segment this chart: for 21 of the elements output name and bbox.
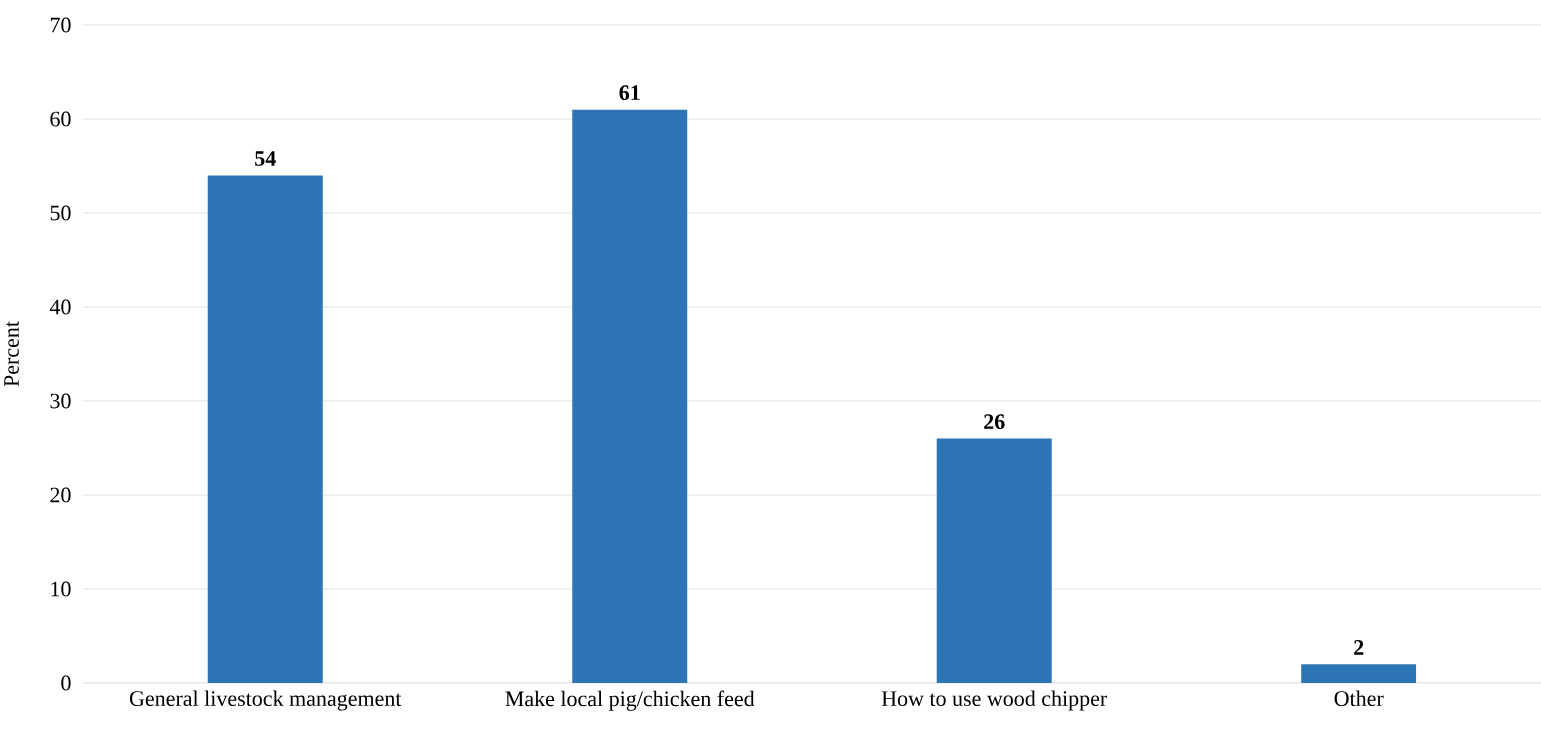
bar — [572, 109, 688, 683]
x-tick-label: Make local pig/chicken feed — [505, 690, 755, 711]
bar — [207, 175, 323, 683]
x-tick-label: How to use wood chipper — [881, 690, 1108, 711]
y-tick-label: 0 — [61, 675, 71, 691]
y-tick-label: 20 — [50, 487, 71, 503]
y-axis-title: Percent — [4, 321, 19, 387]
y-tick-label: 50 — [50, 205, 71, 221]
bar — [936, 438, 1052, 683]
y-tick-label: 70 — [50, 17, 71, 33]
x-tick-label: Other — [1334, 690, 1384, 707]
bar — [1301, 664, 1417, 683]
data-label: 26 — [984, 414, 1005, 430]
y-tick-label: 30 — [50, 393, 71, 409]
data-label: 2 — [1354, 640, 1364, 655]
y-tick-label: 40 — [49, 299, 71, 315]
y-tick-label: 10 — [51, 581, 71, 597]
x-tick-label: General livestock management — [129, 690, 402, 711]
data-label: 54 — [255, 151, 276, 166]
data-label: 61 — [619, 85, 640, 101]
y-tick-label: 60 — [50, 111, 71, 127]
